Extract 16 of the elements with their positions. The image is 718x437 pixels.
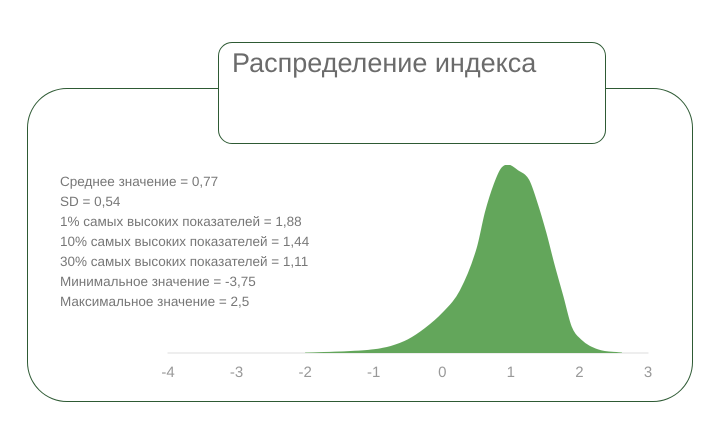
text: SD = 0,54 bbox=[60, 193, 122, 211]
x-tick-label: -2 bbox=[298, 364, 312, 382]
x-tick-label: 1 bbox=[506, 364, 516, 382]
x-tick-label: -3 bbox=[230, 364, 244, 382]
annotation: Среднее значение = 0,77 bbox=[60, 173, 220, 191]
x-tick-label: 2 bbox=[575, 364, 584, 382]
x-tick-label: -1 bbox=[367, 364, 380, 382]
x-tick-label: 3 bbox=[644, 364, 652, 382]
annotation: 1% самых высоких показателей = 1,88 bbox=[60, 213, 303, 231]
x-tick-label: -4 bbox=[161, 364, 175, 382]
chart-title: Распределение индекса bbox=[232, 48, 536, 79]
annotation: Минимальное значение = -3,75 bbox=[60, 273, 257, 291]
annotation: Максимальное значение = 2,5 bbox=[60, 293, 250, 311]
annotation: 30% самых высоких показателей = 1,11 bbox=[60, 253, 310, 271]
x-tick-label: 0 bbox=[438, 364, 446, 382]
annotation: 10% самых высоких показателей = 1,44 bbox=[60, 233, 310, 251]
